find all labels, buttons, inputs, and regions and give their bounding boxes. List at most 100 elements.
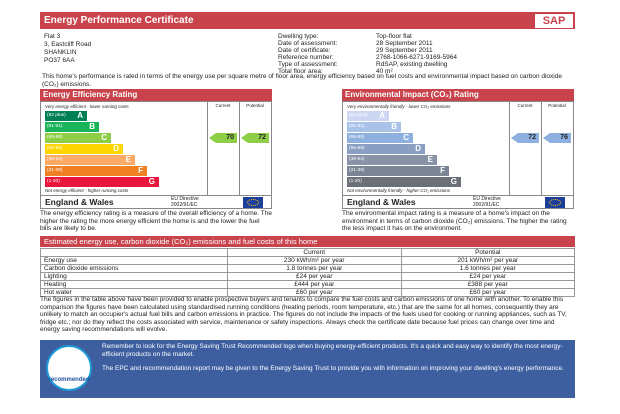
footer-text: The EPC and recommendation report may be… xyxy=(102,365,564,372)
table-header-cell xyxy=(40,248,228,257)
rating-arrow: 72 xyxy=(241,133,269,143)
rating-band: (1-20) G xyxy=(347,177,461,187)
rating-band: (21-38) F xyxy=(45,166,147,176)
rating-band: (92 plus) A xyxy=(347,111,389,121)
column-divider xyxy=(207,102,208,195)
band-letter: A xyxy=(77,111,83,120)
detail-value: 28 September 2011 xyxy=(376,40,433,47)
band-letter: E xyxy=(427,155,433,164)
table-cell: Hot water xyxy=(40,288,228,297)
band-range: (21-38) xyxy=(349,168,365,173)
table-header-cell: Potential xyxy=(400,248,575,257)
band-range: (39-54) xyxy=(47,157,63,162)
band-range: (81-91) xyxy=(349,124,365,129)
band-letter: F xyxy=(440,166,445,175)
address-line: PO37 6AA xyxy=(44,57,75,64)
table-header-row: Current Potential xyxy=(40,248,575,257)
band-letter: F xyxy=(138,166,143,175)
band-letter: G xyxy=(148,177,155,186)
rating-band: (55-68) D xyxy=(347,144,425,154)
intro: This home's performance is rated in term… xyxy=(42,73,562,88)
table-cell: £388 per year xyxy=(400,280,575,289)
table-cell: £24 per year xyxy=(400,272,575,281)
region: England & Wales xyxy=(45,197,114,207)
detail-label: Type of assessment: xyxy=(278,61,338,68)
top-note: Very energy efficient - lower running co… xyxy=(45,104,129,109)
table-row: Lighting £24 per year £24 per year xyxy=(40,272,575,281)
detail-value: 2768-1066-6271-9169-5964 xyxy=(376,54,457,61)
detail-label: Date of certificate: xyxy=(278,47,331,54)
directive: 2002/91/EC xyxy=(171,202,198,208)
rating-band: (21-38) F xyxy=(347,166,449,176)
top-note: Very environmentally friendly - lower CO… xyxy=(347,104,451,109)
detail-value: 40 m² xyxy=(376,68,393,75)
band-range: (69-80) xyxy=(349,135,365,140)
directive: EU Directive xyxy=(171,196,199,202)
column-divider xyxy=(41,195,271,196)
rating-band: (81-91) B xyxy=(347,122,401,132)
address-line: SHANKLIN xyxy=(44,49,77,56)
band-range: (92 plus) xyxy=(349,113,368,118)
band-range: (39-54) xyxy=(349,157,365,162)
bottom-note: Not energy efficient - higher running co… xyxy=(45,188,129,193)
notes: The figures in the table above have been… xyxy=(40,296,567,334)
rating-band: (69-80) C xyxy=(45,133,111,143)
band-range: (1-20) xyxy=(47,179,60,184)
eu-stars xyxy=(247,199,259,206)
detail-value: Top-floor flat xyxy=(376,33,412,40)
column-label: Current xyxy=(517,103,533,108)
rating-arrow: 72 xyxy=(511,133,539,143)
detail-label: Date of assessment: xyxy=(278,40,338,47)
table-row: Heating £444 per year £388 per year xyxy=(40,280,575,289)
detail-label: Reference number: xyxy=(278,54,334,61)
table-cell: £60 per year xyxy=(400,288,575,297)
column-label: Potential xyxy=(246,103,264,108)
table-cell: 1.8 tonnes per year xyxy=(227,264,402,273)
table-cell: £444 per year xyxy=(227,280,402,289)
rating-panel: Current Potential Very environmentally fri… xyxy=(342,101,574,209)
detail-value: 29 September 2011 xyxy=(376,47,433,54)
directive: EU Directive xyxy=(473,196,501,202)
band-range: (92 plus) xyxy=(47,113,66,118)
panel-header: Energy Efficiency Rating xyxy=(40,89,272,101)
table-header-cell: Current xyxy=(227,248,402,257)
detail-value: RdSAP, existing dwelling xyxy=(376,61,448,68)
table-row: Carbon dioxide emissions 1.8 tonnes per y… xyxy=(40,264,575,273)
table-cell: Lighting xyxy=(40,272,228,281)
address-line: 3, Eastcliff Road xyxy=(44,41,92,48)
band-letter: C xyxy=(403,133,409,142)
eu-flag xyxy=(243,197,263,208)
rating-band: (92 plus) A xyxy=(45,111,87,121)
table-cell: 230 kWh/m² per year xyxy=(227,256,402,265)
column-label: Potential xyxy=(548,103,566,108)
energy-table: Current Potential Energy use 230 kWh/m² per… xyxy=(40,248,575,297)
eu-flag xyxy=(545,197,565,208)
footer-text: Remember to look for the Energy Saving T… xyxy=(102,343,563,358)
title-bar: Energy Performance Certificate xyxy=(40,12,575,29)
band-range: (21-38) xyxy=(47,168,63,173)
rating-band: (55-68) D xyxy=(45,144,123,154)
rating-band: (39-54) E xyxy=(347,155,437,165)
band-range: (69-80) xyxy=(47,135,63,140)
detail-label: Dwelling type: xyxy=(278,33,319,40)
bottom-note: Not environmentally friendly - higher CO… xyxy=(347,188,451,193)
panel-header: Environmental Impact (CO₂) Rating xyxy=(342,89,574,101)
band-letter: G xyxy=(450,177,457,186)
rating-description: The energy efficiency rating is a measur… xyxy=(40,210,272,233)
table-cell: £24 per year xyxy=(227,272,402,281)
rating-panel: Current Potential Very energy efficient - … xyxy=(40,101,272,209)
band-letter: D xyxy=(113,144,119,153)
band-letter: A xyxy=(379,111,385,120)
detail-label: Total floor area: xyxy=(278,68,323,75)
band-range: (1-20) xyxy=(349,179,362,184)
directive: 2002/91/EC xyxy=(473,202,500,208)
address-line: Flat 3 xyxy=(44,33,61,40)
rating-arrow: 76 xyxy=(543,133,571,143)
table-cell: 201 kWh/m² per year xyxy=(400,256,575,265)
table-cell: Carbon dioxide emissions xyxy=(40,264,228,273)
table-cell: 1.6 tonnes per year xyxy=(400,264,575,273)
band-letter: C xyxy=(101,133,107,142)
rating-band: (39-54) E xyxy=(45,155,135,165)
column-divider xyxy=(239,102,240,195)
